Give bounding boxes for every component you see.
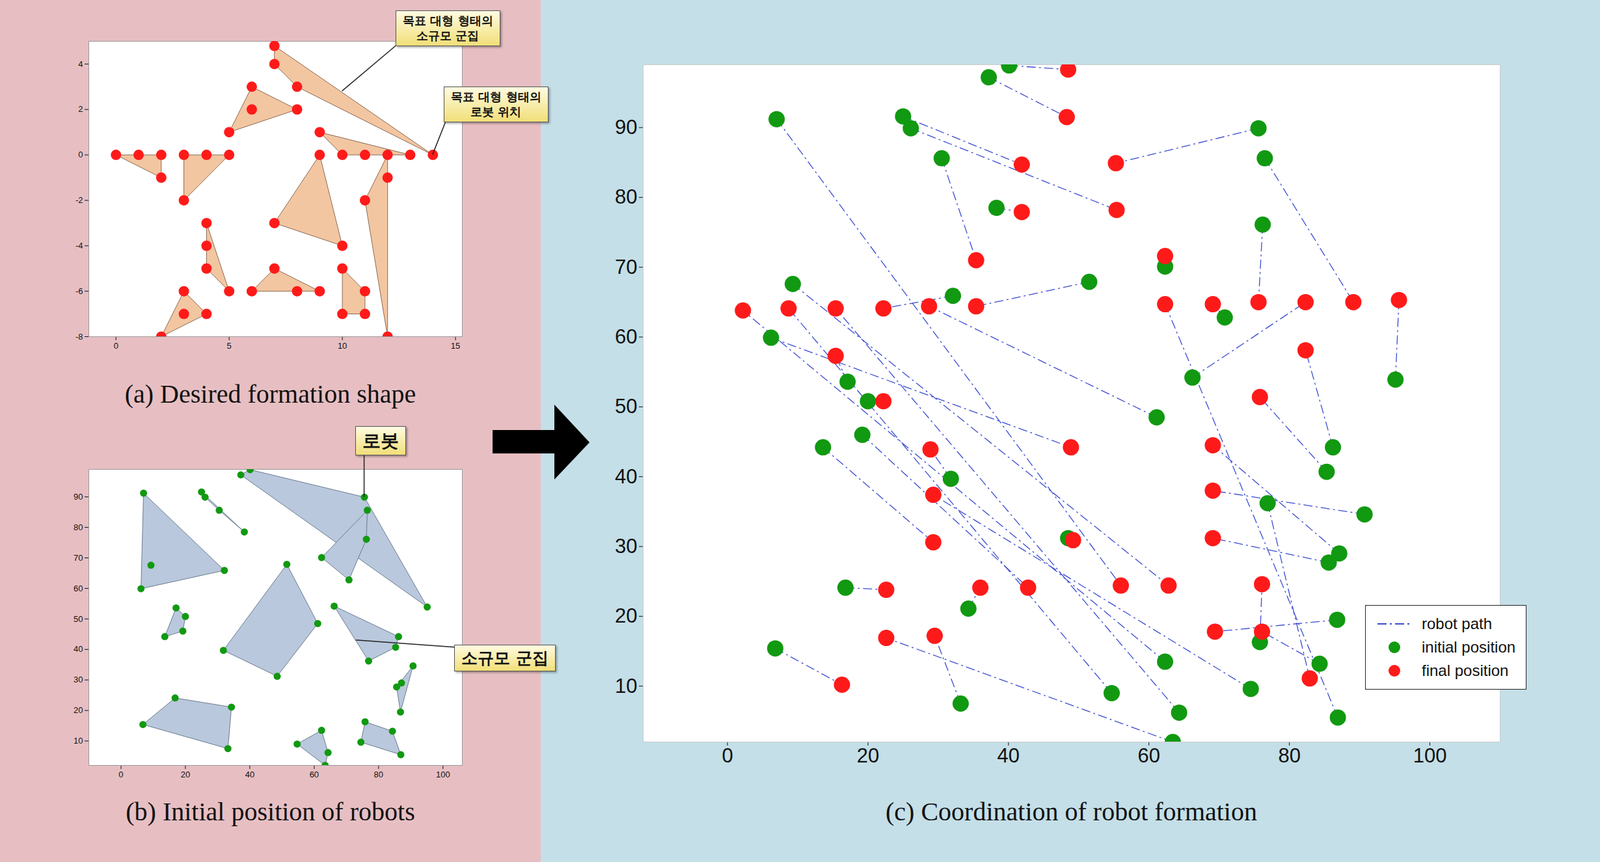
svg-text:60: 60: [73, 583, 83, 594]
svg-text:0: 0: [113, 340, 119, 351]
svg-text:5: 5: [227, 340, 232, 351]
svg-text:60: 60: [1138, 744, 1161, 768]
svg-text:10: 10: [614, 674, 638, 698]
svg-text:60: 60: [309, 769, 319, 780]
svg-text:2: 2: [78, 104, 83, 114]
html-text:로봇: 로봇: [362, 430, 399, 452]
svg-text:40: 40: [614, 465, 638, 489]
svg-text:-8: -8: [75, 331, 84, 342]
svg-text:100: 100: [435, 769, 451, 780]
svg-text:10: 10: [337, 340, 347, 351]
svg-text:20: 20: [856, 744, 880, 768]
svg-text:80: 80: [614, 185, 638, 209]
html-text:(c) Coordination of robot form: (c) Coordination of robot formation: [885, 797, 1258, 827]
svg-text:0: 0: [118, 769, 123, 780]
svg-text:4: 4: [78, 59, 83, 69]
html-text:(b) Initial position of robots: (b) Initial position of robots: [125, 797, 415, 827]
html-text:initial position: initial position: [1421, 638, 1516, 656]
html-text:목표 대형 형태의 소규모 군집: 목표 대형 형태의 소규모 군집: [402, 13, 493, 42]
svg-text:20: 20: [73, 705, 83, 716]
svg-text:80: 80: [374, 769, 384, 780]
svg-text:-4: -4: [75, 240, 84, 251]
svg-text:90: 90: [73, 491, 83, 502]
svg-text:50: 50: [73, 614, 83, 624]
svg-text:10: 10: [73, 735, 83, 746]
html-text:목표 대형 형태의 로봇 위치: 목표 대형 형태의 로봇 위치: [450, 89, 542, 119]
svg-text:40: 40: [245, 769, 255, 780]
svg-text:40: 40: [997, 744, 1020, 768]
svg-text:60: 60: [614, 325, 638, 349]
svg-text:100: 100: [1413, 744, 1448, 768]
svg-text:20: 20: [614, 604, 638, 628]
svg-text:-2: -2: [75, 195, 84, 205]
html-text:(a) Desired formation shape: (a) Desired formation shape: [124, 379, 416, 409]
svg-text:0: 0: [78, 149, 83, 160]
svg-text:20: 20: [180, 769, 190, 780]
svg-text:0: 0: [721, 744, 733, 768]
svg-text:90: 90: [614, 115, 638, 139]
svg-text:15: 15: [450, 340, 461, 351]
svg-text:-6: -6: [75, 286, 84, 297]
svg-text:70: 70: [614, 255, 638, 279]
svg-text:80: 80: [73, 522, 83, 533]
svg-text:30: 30: [614, 534, 638, 558]
svg-text:30: 30: [73, 674, 83, 685]
html-text:final position: final position: [1421, 661, 1509, 680]
html-text:robot path: robot path: [1421, 614, 1493, 633]
svg-text:80: 80: [1277, 744, 1301, 768]
svg-text:70: 70: [73, 553, 83, 563]
svg-text:50: 50: [614, 394, 638, 418]
html-text:소규모 군집: 소규모 군집: [461, 648, 549, 668]
svg-text:40: 40: [73, 644, 83, 654]
